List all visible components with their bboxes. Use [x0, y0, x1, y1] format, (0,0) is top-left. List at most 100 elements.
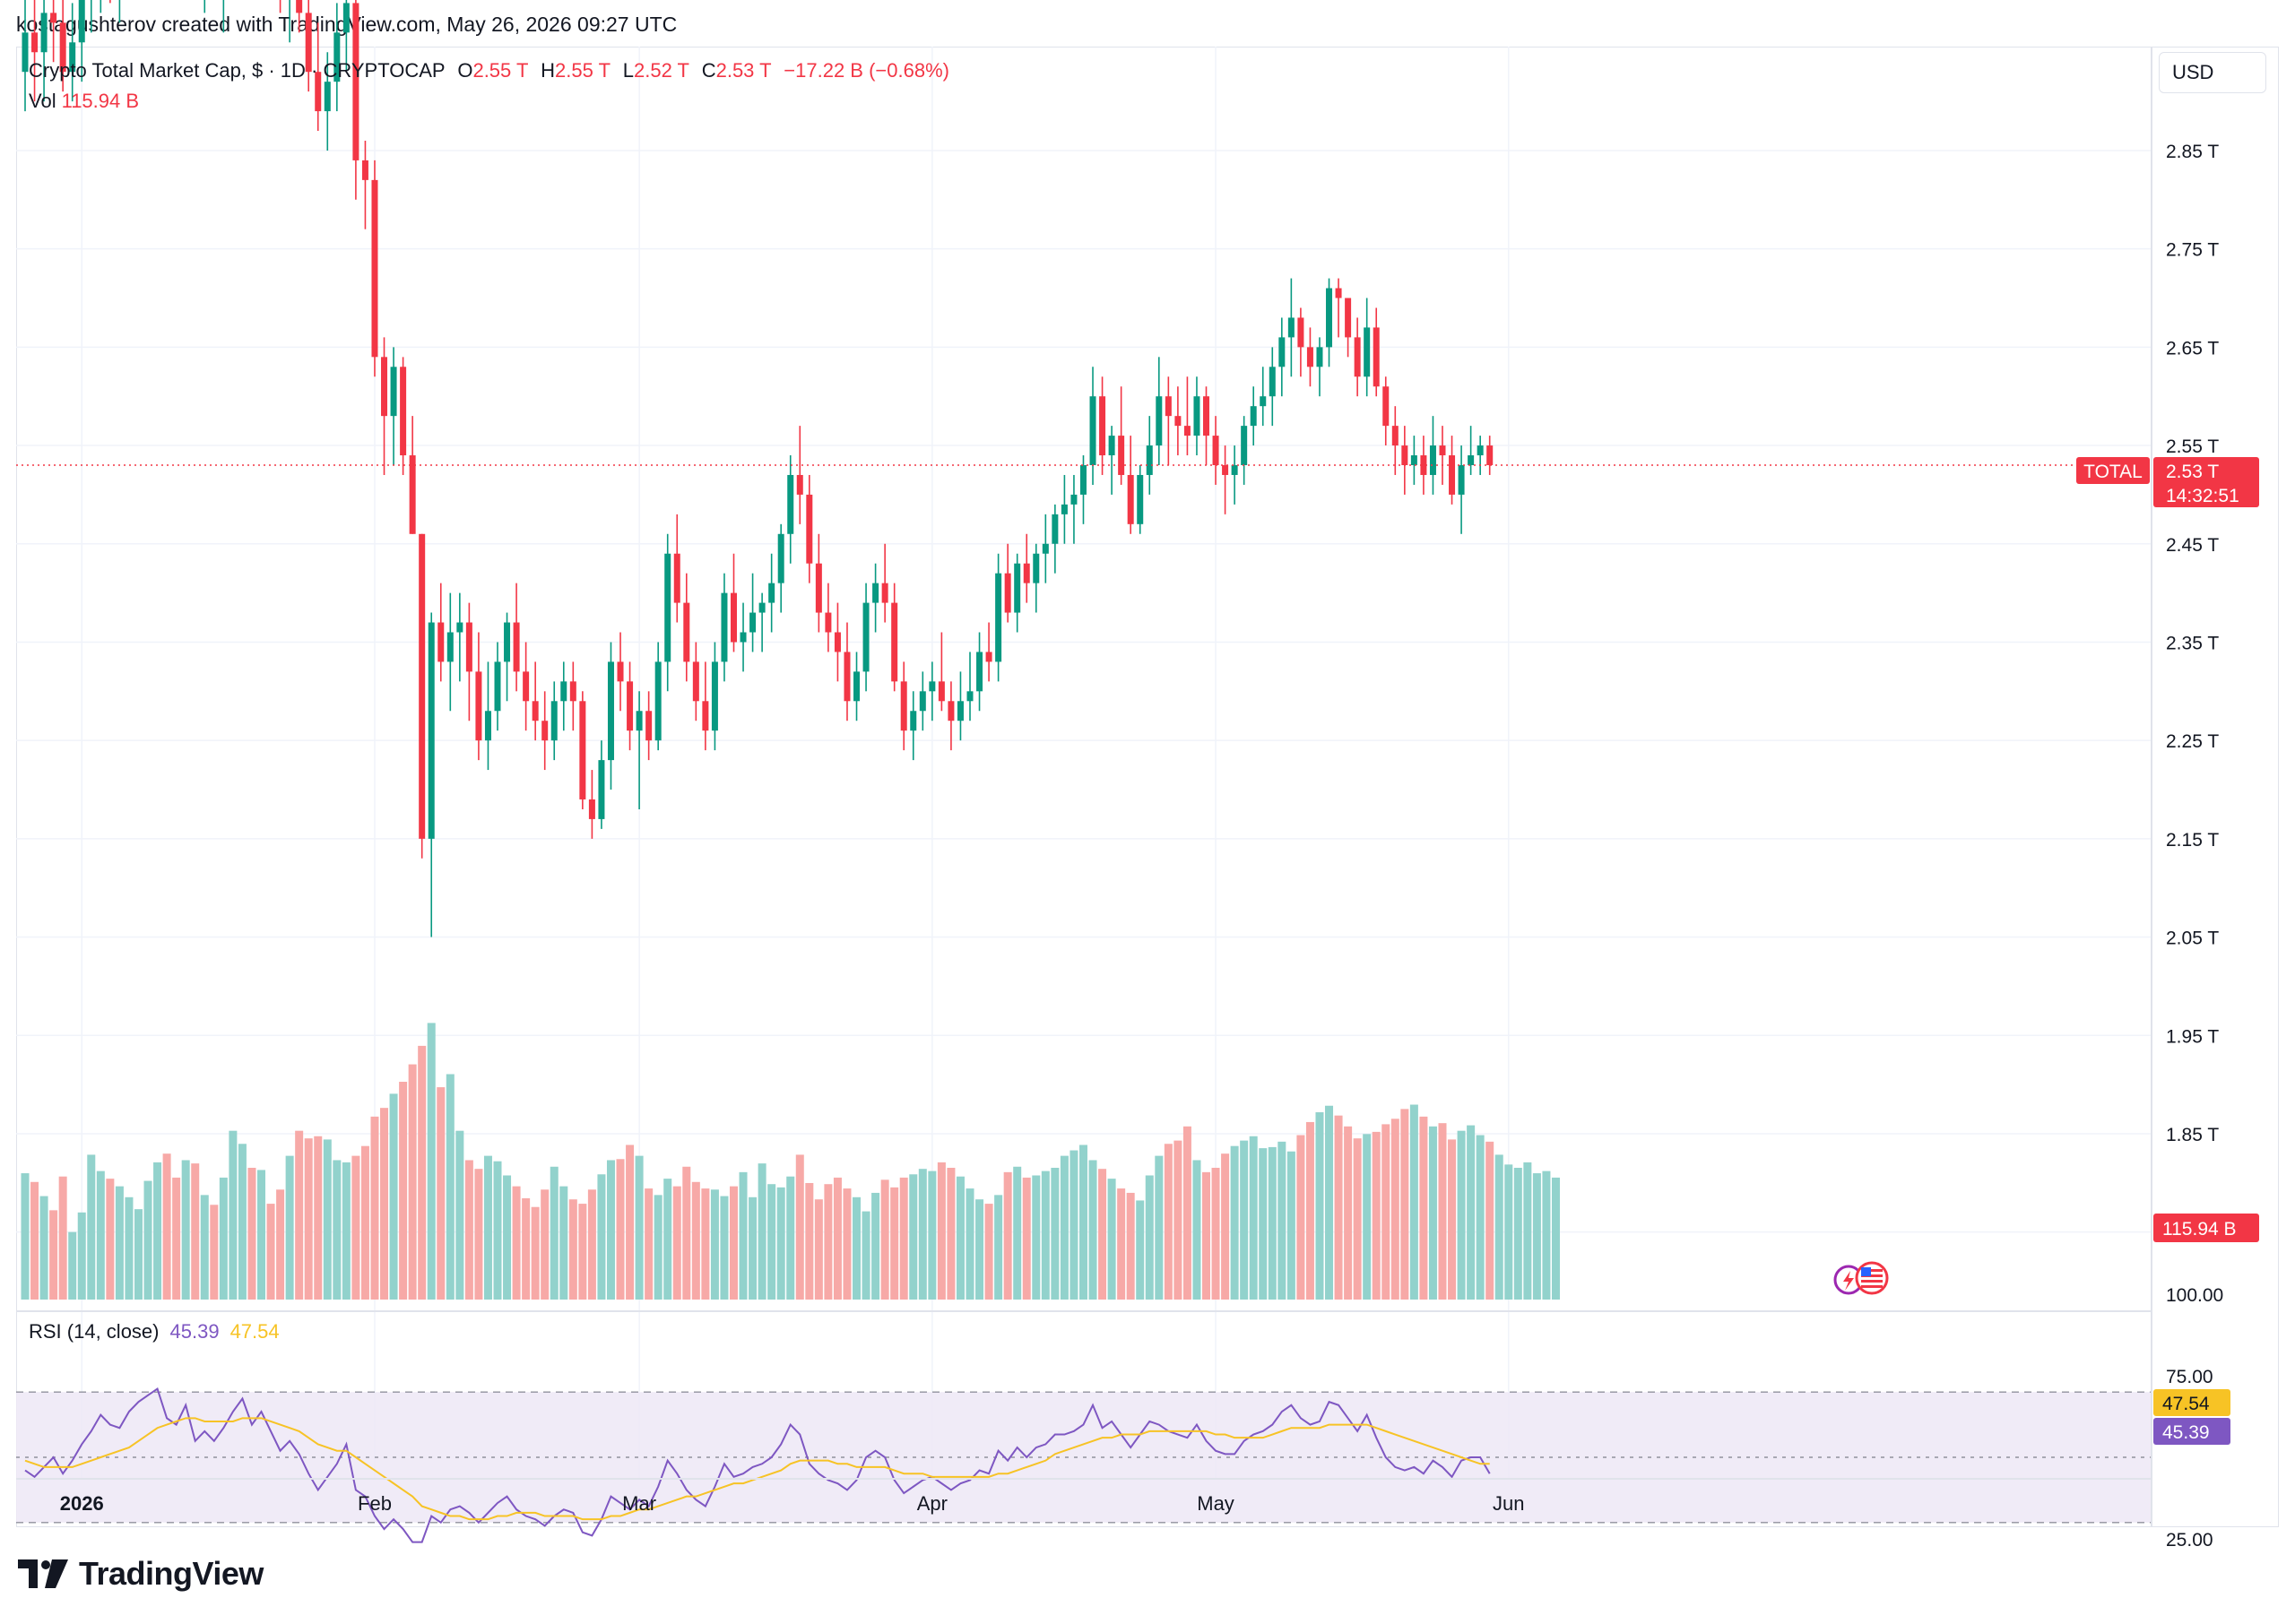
symbol-legend[interactable]: Crypto Total Market Cap, $ · 1D · CRYPTO… — [29, 59, 949, 82]
candle — [289, 0, 290, 43]
candle-body — [381, 357, 388, 417]
volume-bar — [1390, 1119, 1399, 1300]
candle — [446, 592, 454, 712]
candle — [324, 52, 331, 151]
candle-body — [1373, 327, 1380, 387]
price-tick-label: 1.85 T — [2166, 1125, 2219, 1145]
candle — [428, 612, 435, 937]
candle-body — [929, 681, 936, 692]
volume-bar — [1494, 1154, 1503, 1300]
candle-body — [891, 602, 898, 682]
volume-bar — [351, 1155, 360, 1300]
candle — [1127, 436, 1134, 534]
candle-body — [1042, 543, 1049, 554]
candle-body — [1486, 445, 1494, 465]
volume-bar — [1249, 1136, 1258, 1300]
volume-bar — [408, 1064, 417, 1300]
volume-bar — [96, 1170, 105, 1300]
candle-body — [1354, 337, 1361, 377]
open-label: O — [457, 59, 473, 82]
currency-selector[interactable]: USD — [2159, 52, 2266, 93]
volume-bar — [966, 1188, 974, 1300]
rsi-legend[interactable]: RSI (14, close) 45.39 47.54 — [29, 1320, 280, 1343]
candle-body — [607, 661, 614, 761]
candle-body — [324, 82, 331, 112]
volume-bar — [304, 1138, 313, 1300]
candle-body — [1449, 455, 1456, 495]
candle — [541, 691, 549, 771]
candle — [1429, 416, 1436, 495]
tradingview-logo-icon — [18, 1559, 68, 1588]
candle — [1401, 426, 1408, 495]
candle-body — [523, 671, 530, 702]
candle-body — [1458, 465, 1465, 495]
volume-bar — [776, 1187, 785, 1300]
candle — [1468, 426, 1475, 475]
candle-body — [664, 553, 671, 662]
candle-body — [1183, 426, 1191, 436]
candle-body — [1222, 465, 1229, 475]
volume-bar — [1325, 1105, 1334, 1300]
volume-bar — [49, 1210, 58, 1300]
volume-bar — [455, 1130, 464, 1300]
volume-legend[interactable]: Vol 115.94 B — [29, 90, 139, 113]
candle — [1439, 426, 1446, 485]
volume-bar — [1542, 1170, 1551, 1300]
candle-body — [721, 592, 728, 662]
candle — [815, 533, 822, 633]
volume-bar — [984, 1204, 993, 1300]
candle — [1278, 317, 1286, 397]
candle-body — [437, 622, 445, 662]
candle — [995, 553, 1002, 682]
volume-bar — [899, 1177, 908, 1300]
volume-bar — [597, 1174, 606, 1300]
candle — [409, 416, 416, 534]
volume-bar — [975, 1199, 984, 1300]
volume-bar — [1305, 1121, 1314, 1300]
candle — [1079, 455, 1087, 524]
candle — [749, 573, 757, 652]
candle-body — [1165, 396, 1172, 417]
volume-bar — [1381, 1124, 1390, 1300]
symbol-name[interactable]: Crypto Total Market Cap, $ · 1D · CRYPTO… — [29, 59, 446, 82]
volume-bar — [1476, 1135, 1485, 1300]
candle-body — [910, 711, 917, 731]
candle-body — [1108, 436, 1115, 456]
volume-bar — [1286, 1151, 1295, 1300]
price-tick-label: 2.05 T — [2166, 929, 2219, 949]
volume-bar — [739, 1171, 748, 1300]
candle — [938, 632, 945, 712]
candle-body — [296, 0, 303, 13]
candle — [1108, 426, 1115, 495]
volume-bar — [1230, 1145, 1239, 1300]
rsi-label: RSI (14, close) — [29, 1320, 160, 1343]
candle-body — [617, 661, 624, 682]
candle — [1137, 465, 1144, 534]
volume-bar — [1419, 1116, 1428, 1300]
candle-body — [948, 701, 955, 721]
candle-body — [645, 711, 653, 741]
volume-bar — [1240, 1140, 1249, 1300]
candle-body — [1326, 288, 1333, 348]
volume-bar — [833, 1177, 842, 1300]
candle-body — [758, 602, 766, 613]
candle-body — [1345, 298, 1352, 338]
volume-bar — [257, 1170, 265, 1300]
event-icons[interactable] — [1833, 1261, 1889, 1295]
price-tag: TOTAL 2.53 T 14:32:51 — [2076, 457, 2259, 507]
volume-bar — [238, 1144, 247, 1300]
volume-bar — [616, 1159, 625, 1300]
candle-body — [806, 494, 813, 564]
candle — [721, 573, 728, 682]
candle-body — [919, 691, 926, 712]
volume-bar — [87, 1154, 96, 1300]
volume-bar — [814, 1199, 823, 1300]
candle-body — [1231, 465, 1238, 475]
volume-bar — [682, 1166, 691, 1300]
candle — [456, 592, 463, 682]
candle-body — [31, 32, 39, 53]
volume-bar — [1551, 1177, 1560, 1300]
candle-body — [938, 681, 945, 702]
candle — [1061, 474, 1068, 544]
